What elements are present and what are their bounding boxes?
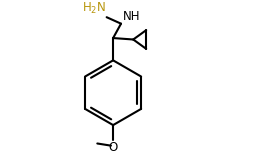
Text: NH: NH xyxy=(122,10,139,23)
Text: O: O xyxy=(108,141,117,154)
Text: H$_2$N: H$_2$N xyxy=(82,1,105,16)
